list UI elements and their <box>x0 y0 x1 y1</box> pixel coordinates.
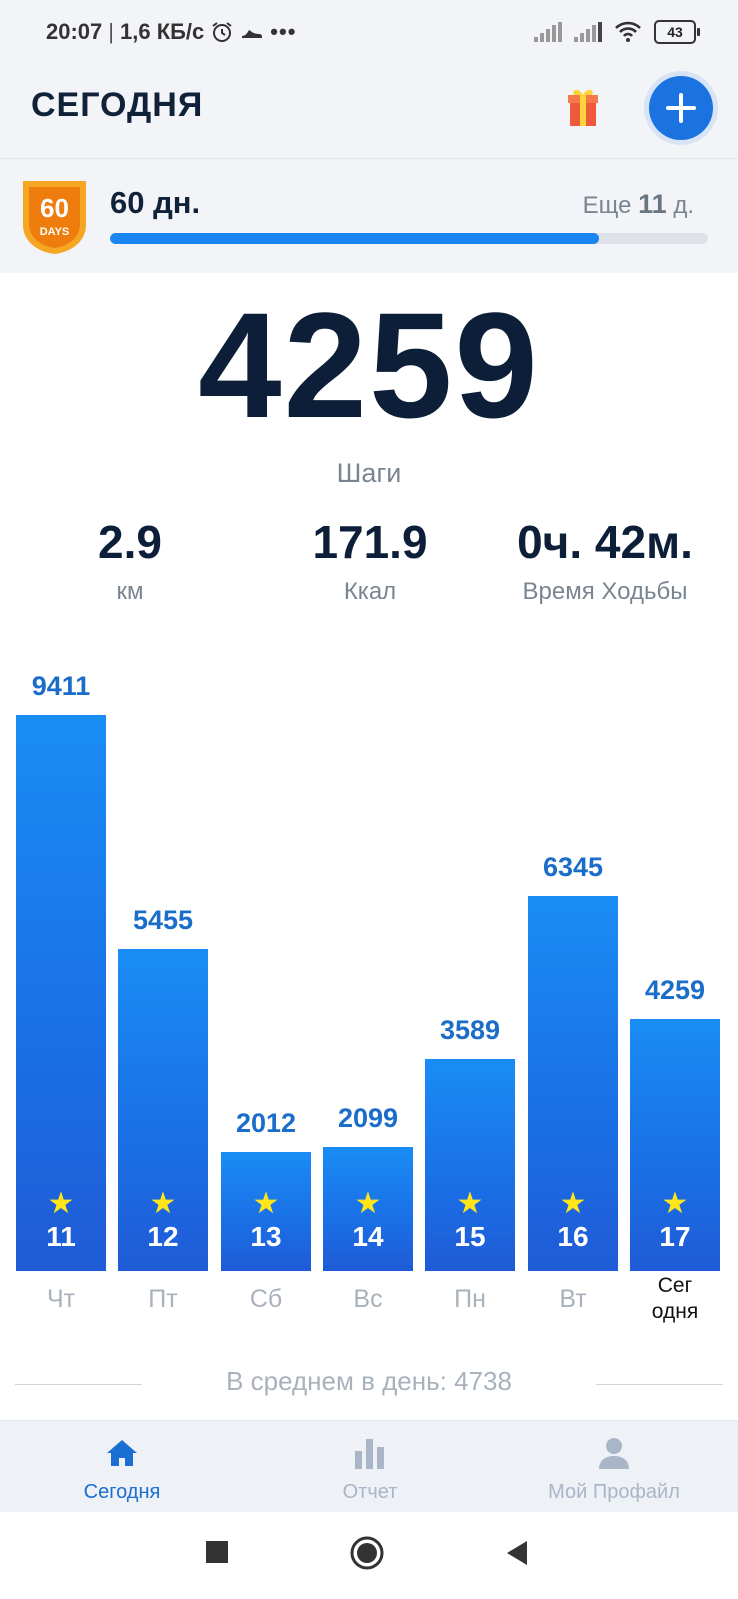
gift-icon[interactable] <box>566 84 600 128</box>
person-icon <box>599 1438 629 1469</box>
chart-bar[interactable] <box>16 715 106 1271</box>
challenge-days: 60 дн. <box>110 185 201 220</box>
weekly-steps-chart: 9411 ★ 11 Чт 5455 ★ 12 Пт 2012 ★ 13 Сб 2099 ★ 14 Вс 3589… <box>0 660 738 1350</box>
recents-icon[interactable] <box>205 1540 229 1564</box>
plus-icon <box>666 93 696 123</box>
steps-count: 4259 <box>198 281 540 449</box>
remaining-suffix: д. <box>673 192 694 219</box>
average-text: В среднем в день: 4738 <box>226 1366 512 1396</box>
nav-today[interactable]: Сегодня <box>22 1433 222 1504</box>
chart-day-label: Сег одня <box>651 1274 699 1323</box>
nav-profile[interactable]: Мой Профайл <box>514 1433 714 1504</box>
distance-value: 2.9 <box>98 516 162 568</box>
walking-time-value: 0ч. 42м. <box>517 516 693 568</box>
badge-text: DAYS <box>40 226 70 238</box>
distance-label: км <box>116 578 144 605</box>
steps-label: Шаги <box>336 458 402 488</box>
star-icon: ★ <box>456 1187 484 1220</box>
chart-bar-date-label: 16 <box>557 1221 589 1252</box>
wifi-icon <box>615 21 641 42</box>
alarm-icon <box>212 22 232 42</box>
distance-stat: 2.9 км <box>60 516 200 606</box>
remaining-prefix: Еще <box>582 192 632 219</box>
chart-day-label: Чт <box>46 1285 76 1313</box>
walking-time-stat: 0ч. 42м. Время Ходьбы <box>500 516 710 606</box>
calories-value: 171.9 <box>312 516 428 568</box>
challenge-progress-bar <box>110 233 708 244</box>
chart-bar-date-label: 13 <box>250 1221 282 1252</box>
status-speed: 1,6 КБ/с <box>120 19 205 44</box>
walking-time-label: Время Ходьбы <box>522 578 688 605</box>
signal-icon-1 <box>534 22 562 42</box>
chart-bar-value-label: 5455 <box>132 905 194 935</box>
bottom-navigation: Сегодня Отчет Мой Профайл <box>0 1420 738 1513</box>
home-icon <box>107 1440 137 1466</box>
nav-report[interactable]: Отчет <box>270 1433 470 1504</box>
status-separator: | <box>108 19 114 44</box>
more-notifications-icon: ••• <box>270 19 297 44</box>
signal-icon-2 <box>574 22 602 42</box>
status-right: 43 <box>534 20 700 44</box>
chart-day-label: Вт <box>559 1285 587 1313</box>
nav-profile-label: Мой Профайл <box>548 1481 680 1503</box>
remaining-value: 11 <box>638 189 667 219</box>
star-icon: ★ <box>559 1187 587 1220</box>
chart-bar-value-label: 9411 <box>31 671 91 701</box>
calories-label: Ккал <box>343 578 397 605</box>
badge-number: 60 <box>40 193 69 223</box>
chart-bar-value-label: 3589 <box>439 1015 501 1045</box>
bar-chart-icon <box>355 1439 384 1469</box>
chart-bar[interactable] <box>425 1059 515 1271</box>
chart-bar-date-label: 17 <box>659 1221 691 1252</box>
shoe-icon <box>242 30 263 38</box>
chart-day-label: Пт <box>148 1285 178 1313</box>
star-icon: ★ <box>354 1187 382 1220</box>
nav-today-label: Сегодня <box>83 1481 161 1503</box>
system-navigation <box>0 1512 738 1599</box>
status-bar: 20:07 | 1,6 КБ/с ••• 43 <box>0 0 738 66</box>
chart-bar[interactable] <box>323 1147 413 1271</box>
60-days-badge-icon: 60 DAYS <box>23 181 86 254</box>
nav-report-label: Отчет <box>342 1481 398 1503</box>
chart-bar[interactable] <box>630 1019 720 1271</box>
chart-day-label: Вс <box>353 1285 383 1313</box>
challenge-progress-fill <box>110 233 599 244</box>
status-time: 20:07 <box>46 19 103 44</box>
chart-bar-value-label: 2099 <box>337 1103 399 1133</box>
chart-bar-value-label: 2012 <box>235 1108 297 1138</box>
average-divider-left <box>15 1384 142 1385</box>
chart-bar[interactable] <box>528 896 618 1271</box>
star-icon: ★ <box>661 1187 689 1220</box>
chart-bar[interactable] <box>221 1152 311 1271</box>
home-circle-icon[interactable] <box>350 1536 384 1570</box>
page-title: СЕГОДНЯ <box>31 86 204 124</box>
star-icon: ★ <box>47 1187 75 1220</box>
chart-bar-value-label: 4259 <box>644 975 706 1005</box>
chart-bar[interactable] <box>118 949 208 1271</box>
chart-bar-date-label: 15 <box>454 1221 486 1252</box>
chart-bar-value-label: 6345 <box>542 852 604 882</box>
chart-bar-date-label: 12 <box>147 1221 179 1252</box>
battery-icon: 43 <box>654 20 700 44</box>
chart-bar-date-label: 11 <box>46 1221 76 1252</box>
app-header: СЕГОДНЯ <box>0 66 738 158</box>
calories-stat: 171.9 Ккал <box>280 516 460 606</box>
chart-day-label: Пн <box>454 1285 486 1313</box>
daily-average: В среднем в день: 4738 <box>0 1366 738 1402</box>
star-icon: ★ <box>149 1187 177 1220</box>
add-button[interactable] <box>649 76 713 140</box>
star-icon: ★ <box>252 1187 280 1220</box>
back-icon[interactable] <box>505 1540 529 1566</box>
chart-bar-date-label: 14 <box>352 1221 384 1252</box>
challenge-remaining: Еще 11 д. <box>583 189 694 220</box>
chart-day-label: Сб <box>249 1285 283 1313</box>
average-divider-right <box>596 1384 723 1385</box>
challenge-banner[interactable]: 60 DAYS 60 дн. Еще 11 д. <box>0 158 738 273</box>
status-left: 20:07 | 1,6 КБ/с ••• <box>46 19 296 45</box>
